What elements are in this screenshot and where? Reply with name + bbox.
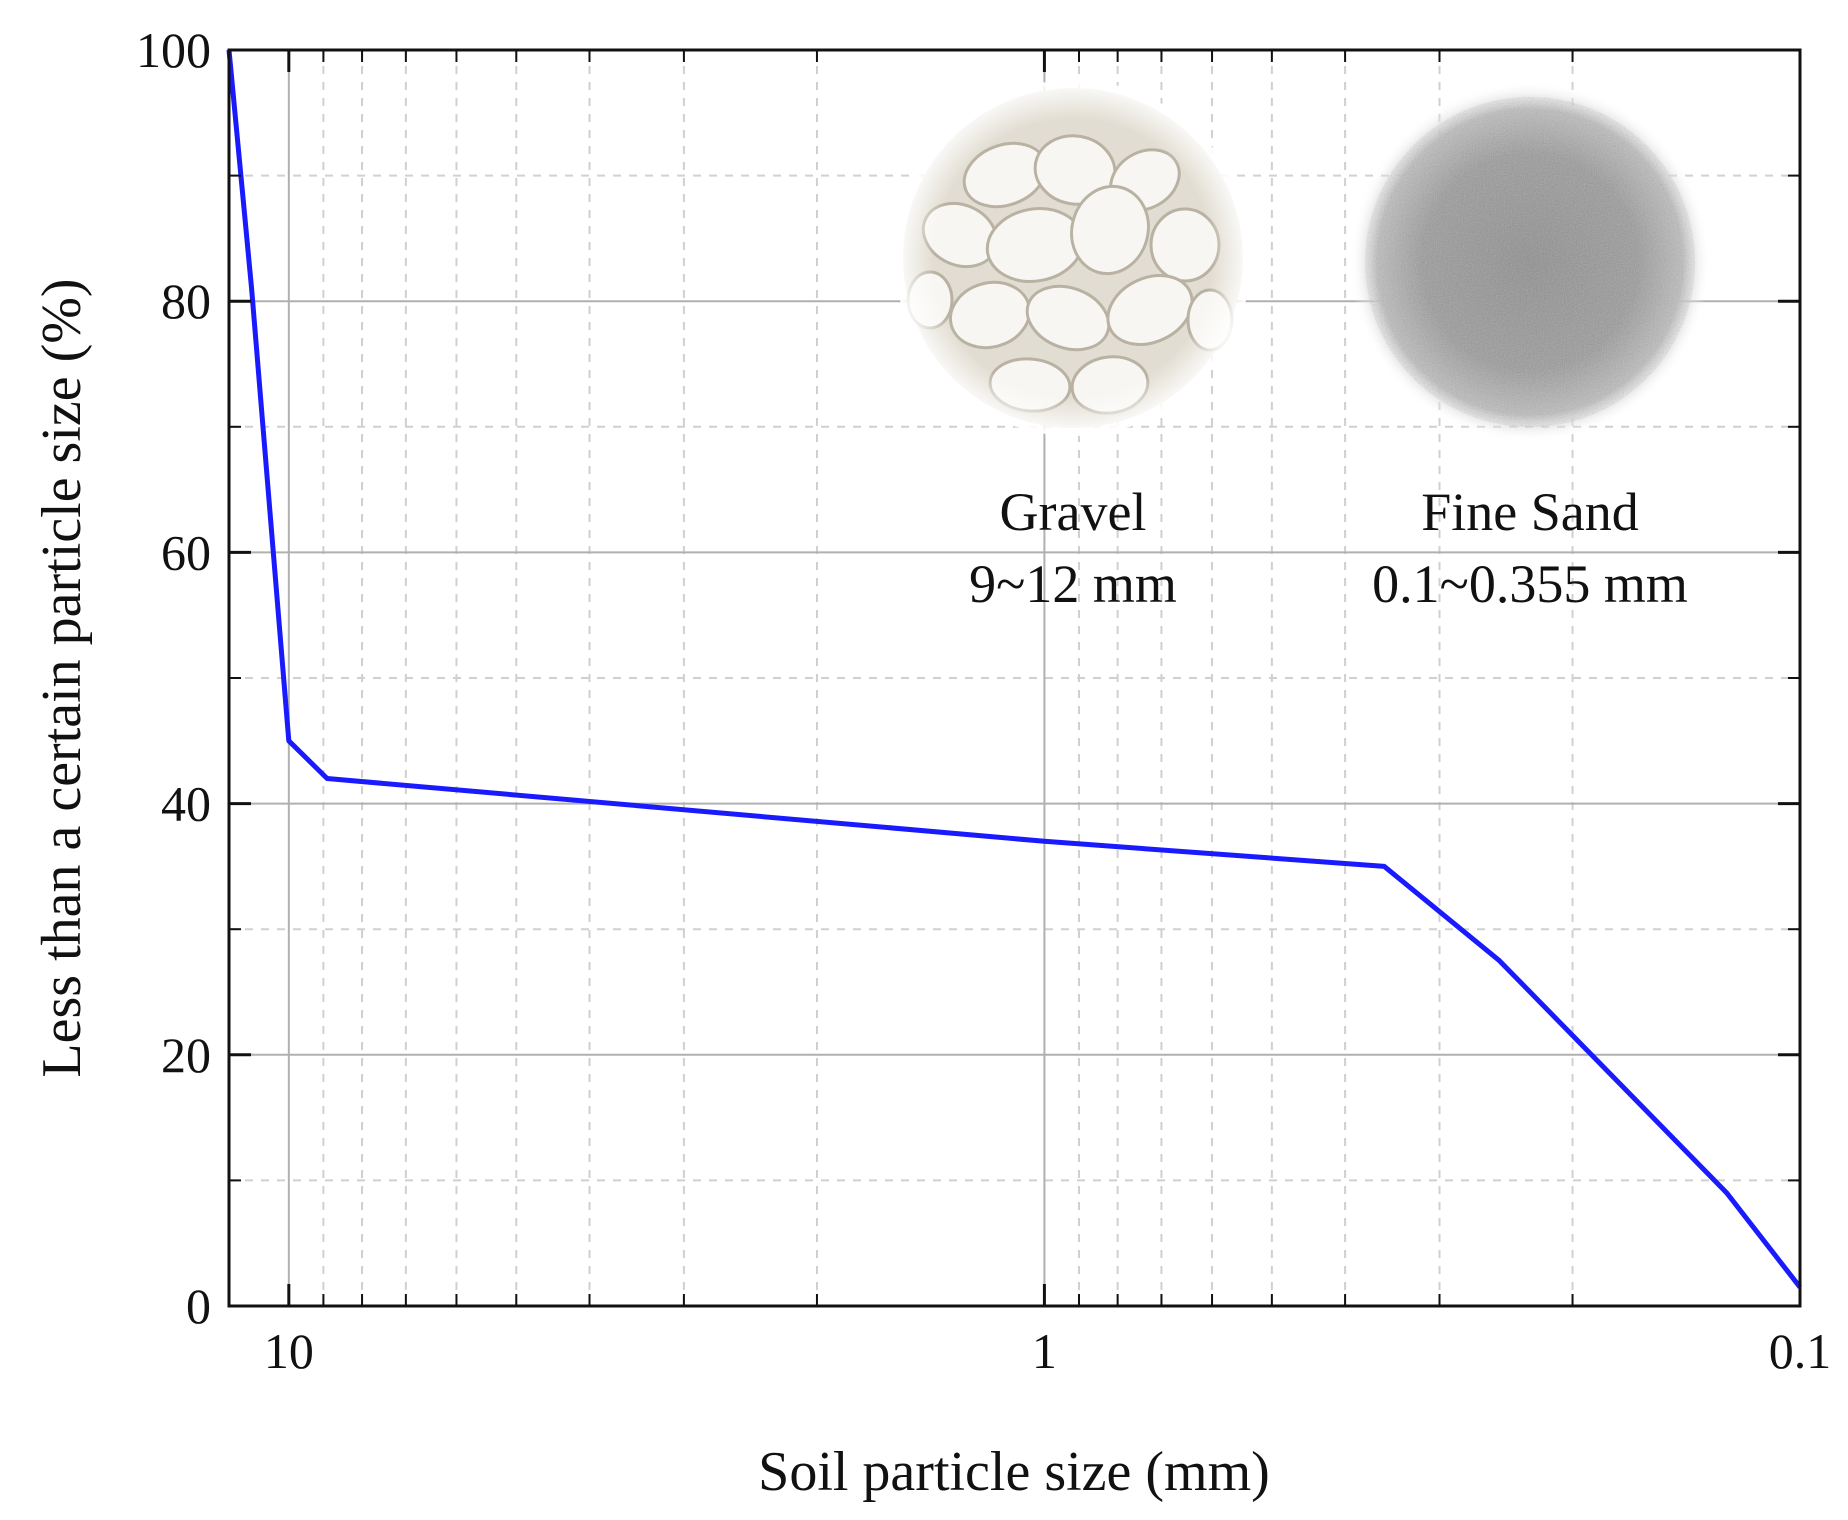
axis-ticks xyxy=(229,48,1802,1308)
y-tick-label: 100 xyxy=(136,22,211,78)
y-tick-label: 0 xyxy=(186,1278,211,1334)
fine-sand-range: 0.1~0.355 mm xyxy=(1372,554,1688,614)
series-layer xyxy=(226,49,1802,1289)
y-tick-label: 20 xyxy=(161,1027,211,1083)
gravel-annotation: Gravel 9~12 mm xyxy=(969,482,1177,614)
gravel-title: Gravel xyxy=(1000,482,1147,542)
sand-photo xyxy=(1350,82,1710,442)
y-tick-labels: 0 20 40 60 80 100 xyxy=(136,22,211,1334)
x-tick-labels: 10 1 0.1 xyxy=(264,1323,1831,1379)
gravel-range: 9~12 mm xyxy=(969,554,1177,614)
y-tick-label: 60 xyxy=(161,524,211,580)
x-tick-label: 0.1 xyxy=(1769,1323,1832,1379)
y-axis-title: Less than a certain particle size (%) xyxy=(31,278,93,1077)
x-tick-label: 10 xyxy=(264,1323,314,1379)
fine-sand-annotation: Fine Sand 0.1~0.355 mm xyxy=(1372,482,1688,614)
gravel-photo xyxy=(895,80,1251,436)
x-axis-title: Soil particle size (mm) xyxy=(758,1441,1270,1503)
fine-sand-title: Fine Sand xyxy=(1421,482,1639,542)
y-tick-label: 80 xyxy=(161,273,211,329)
y-tick-label: 40 xyxy=(161,776,211,832)
x-tick-label: 1 xyxy=(1032,1323,1057,1379)
series-line-1 xyxy=(226,49,1802,1289)
